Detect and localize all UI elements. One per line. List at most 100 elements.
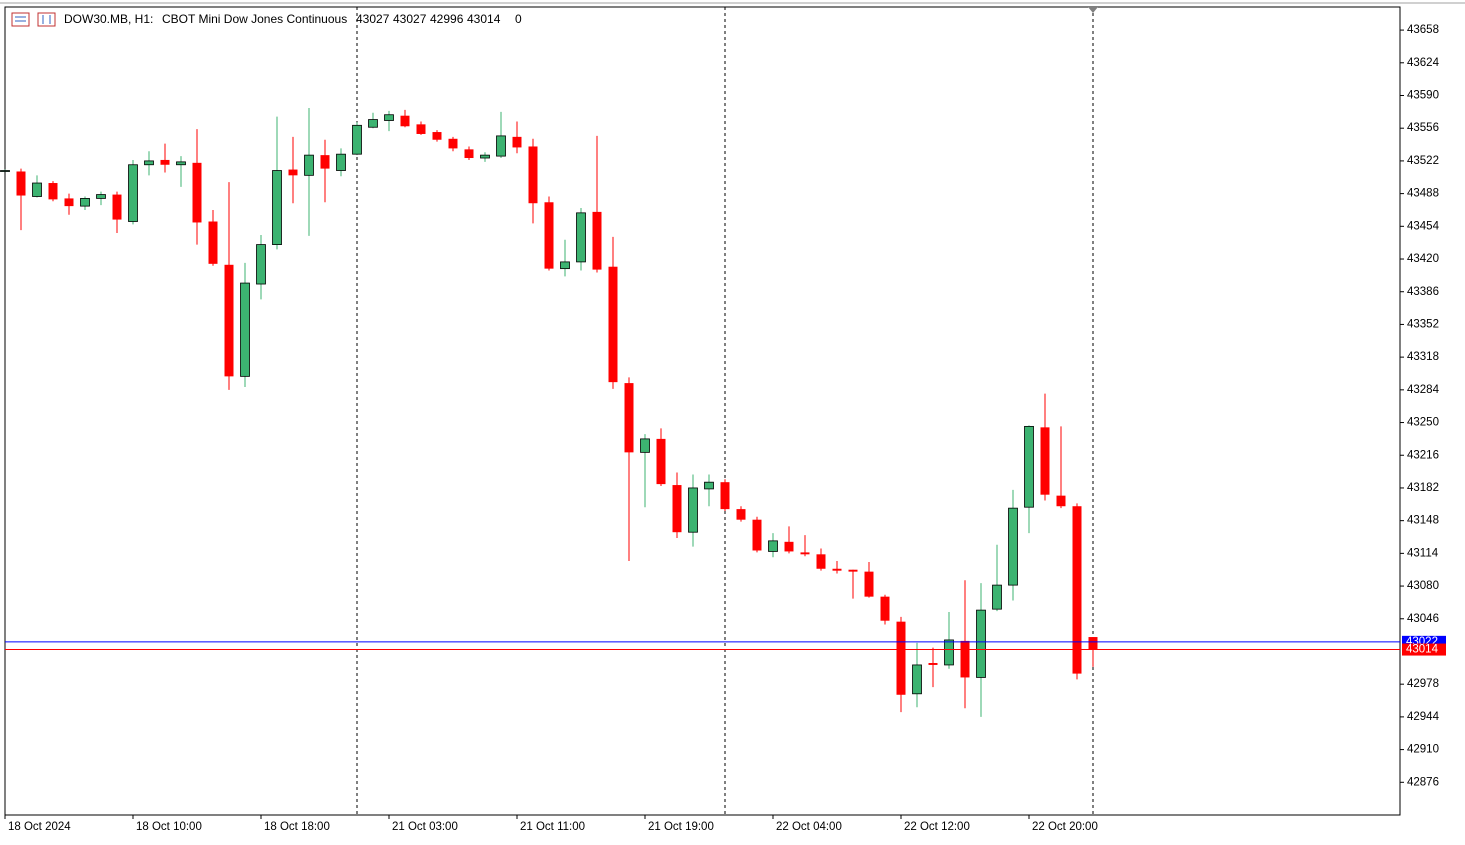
plot-frame (4, 6, 1401, 816)
candle-body (1072, 506, 1082, 674)
candle-body (336, 153, 346, 171)
candle-body (768, 540, 778, 552)
y-tick-label: 43148 (1407, 515, 1439, 527)
candle-body (32, 182, 42, 197)
candle-body (416, 124, 426, 134)
candle-body (976, 609, 986, 678)
candle-body (512, 136, 522, 148)
candle-body (1024, 425, 1034, 508)
candle-body (320, 155, 330, 169)
candle-body (80, 198, 90, 207)
y-tick-label: 42910 (1407, 744, 1439, 756)
y-tick-label: 43182 (1407, 482, 1439, 494)
candle-body (368, 119, 378, 128)
x-tick-label: 22 Oct 20:00 (1032, 821, 1098, 833)
candle-body (848, 569, 858, 572)
candle-body (752, 519, 762, 551)
y-tick-label: 43658 (1407, 24, 1439, 36)
candle-body (192, 162, 202, 223)
y-tick-label: 43488 (1407, 188, 1439, 200)
candle-body (464, 149, 474, 159)
candle-body (736, 509, 746, 520)
last-low: 42996 (430, 12, 464, 26)
candle-body (912, 664, 922, 695)
y-tick-label: 43420 (1407, 253, 1439, 265)
candle-body (944, 639, 954, 666)
candle-body (640, 438, 650, 453)
x-tick-label: 21 Oct 11:00 (520, 821, 585, 833)
y-tick-label: 43284 (1407, 384, 1440, 396)
y-tick-label: 43590 (1407, 90, 1439, 102)
candle-body (784, 541, 794, 552)
last-high: 43027 (393, 12, 427, 26)
candle-body (608, 266, 618, 383)
y-tick-label: 43386 (1407, 286, 1439, 298)
candle-body (832, 568, 842, 571)
candle-body (688, 487, 698, 533)
candle-body (224, 264, 234, 377)
x-tick-label: 18 Oct 18:00 (264, 821, 330, 833)
y-tick-label: 42978 (1407, 678, 1439, 690)
candle-body (288, 169, 298, 176)
candle-body (176, 161, 186, 166)
candle-body (400, 115, 410, 127)
candle-body (384, 114, 394, 121)
candle-body (704, 481, 714, 490)
candle-body (1088, 637, 1098, 650)
candle-body (96, 194, 106, 199)
volume: 0 (515, 12, 522, 26)
x-tick-label: 18 Oct 10:00 (136, 821, 202, 833)
candle-body (672, 485, 682, 533)
candle-body (256, 244, 266, 285)
candle-body (240, 282, 250, 377)
last-close: 43014 (467, 12, 501, 26)
candle-body (656, 438, 666, 485)
y-tick-label: 43046 (1407, 613, 1439, 625)
candle-body (432, 132, 442, 140)
last-open: 43027 (356, 12, 390, 26)
header-icons (11, 12, 56, 27)
y-tick-label: 43556 (1407, 122, 1439, 134)
candle-body (624, 383, 634, 453)
y-tick-label: 43522 (1407, 155, 1439, 167)
candle-body (992, 584, 1002, 610)
candle-body (208, 221, 218, 264)
period-separators (356, 7, 1094, 815)
candle-body (560, 261, 570, 270)
candle-body (592, 211, 602, 270)
candle-body (48, 183, 58, 200)
candle-body (160, 159, 170, 165)
icon (11, 12, 30, 27)
icon (37, 12, 56, 27)
candle-body (448, 138, 458, 149)
candle-body (144, 160, 154, 166)
candle-body (1056, 495, 1066, 507)
candle-body (896, 621, 906, 695)
y-tick-label: 42944 (1407, 711, 1440, 723)
bid-label: 43014 (1406, 644, 1439, 656)
candle-body (816, 554, 826, 569)
description: CBOT Mini Dow Jones Continuous (162, 12, 347, 26)
x-tick-label: 21 Oct 19:00 (648, 821, 714, 833)
candle-body (64, 198, 74, 207)
x-tick-label: 18 Oct 2024 (8, 821, 71, 833)
candle-body (272, 170, 282, 245)
candle-body (112, 194, 122, 220)
y-tick-label: 43624 (1407, 57, 1440, 69)
candle-body (864, 571, 874, 597)
candle-body (1008, 507, 1018, 586)
y-tick-label: 43080 (1407, 580, 1439, 592)
candle-body (960, 640, 970, 678)
candle-body (128, 164, 138, 222)
candle-body (496, 135, 506, 157)
y-tick-label: 43352 (1407, 318, 1439, 330)
candle-body (928, 663, 938, 665)
candle-body (880, 596, 890, 621)
candle-body (1040, 427, 1050, 495)
candle-body (576, 212, 586, 263)
y-tick-label: 42876 (1407, 776, 1439, 788)
bid-label-box (1402, 643, 1446, 656)
candle-body (544, 202, 554, 269)
